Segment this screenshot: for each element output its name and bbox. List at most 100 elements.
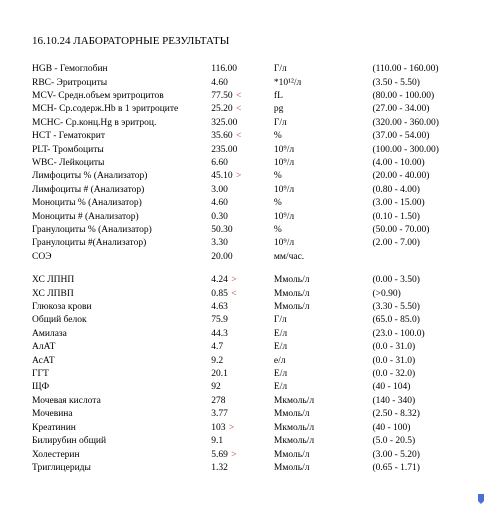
out-of-range-flag: >	[229, 450, 237, 460]
section-spacer	[32, 264, 480, 274]
analyte-value: 9.1	[211, 435, 274, 448]
analyte-range: (50.00 - 70.00)	[372, 224, 480, 237]
result-row: Креатинин103 >Мкмоль/л(40 - 100)	[32, 421, 480, 434]
result-row: ЩФ92Е/л(40 - 104)	[32, 381, 480, 394]
analyte-value: 25.20 <	[211, 103, 274, 116]
analyte-value: 325.00	[211, 116, 274, 129]
analyte-unit: Ммоль/л	[274, 462, 373, 475]
analyte-name: Глюкоза крови	[32, 301, 211, 314]
analyte-value: 4.60	[211, 197, 274, 210]
analyte-value: 4.7	[211, 341, 274, 354]
analyte-value: 116.00	[211, 63, 274, 76]
analyte-range: (37.00 - 54.00)	[372, 130, 480, 143]
result-row: MCHC- Ср.конц.Hg в эритроц.325.00Г/л(320…	[32, 116, 480, 129]
analyte-value: 9.2	[211, 354, 274, 367]
analyte-range: (5.0 - 20.5)	[372, 435, 480, 448]
result-row: Глюкоза крови4.63Ммоль/л(3.30 - 5.50)	[32, 301, 480, 314]
analyte-name: WBC- Лейкоциты	[32, 157, 211, 170]
analyte-name: HCT - Гематокрит	[32, 130, 211, 143]
analyte-value: 20.00	[211, 251, 274, 264]
result-row: СОЭ20.00мм/час.	[32, 251, 480, 264]
analyte-unit: Ммоль/л	[274, 448, 373, 461]
out-of-range-flag: >	[226, 423, 234, 433]
result-row: Билирубин общий9.1Мкмоль/л(5.0 - 20.5)	[32, 435, 480, 448]
result-row: HGB - Гемоглобин116.00Г/л(110.00 - 160.0…	[32, 63, 480, 76]
analyte-value: 45.10 >	[211, 170, 274, 183]
analyte-value: 50.30	[211, 224, 274, 237]
result-row: Моноциты % (Анализатор)4.60%(3.00 - 15.0…	[32, 197, 480, 210]
report-title: 16.10.24 ЛАБОРАТОРНЫЕ РЕЗУЛЬТАТЫ	[32, 34, 480, 49]
analyte-unit: Г/л	[274, 63, 373, 76]
analyte-name: RBC- Эритроциты	[32, 76, 211, 89]
analyte-name: MCV- Средн.объем эритроцитов	[32, 90, 211, 103]
analyte-range: (0.0 - 31.0)	[372, 341, 480, 354]
analyte-value: 0.85 <	[211, 287, 274, 300]
analyte-range: (0.80 - 4.00)	[372, 184, 480, 197]
analyte-value: 278	[211, 395, 274, 408]
analyte-value: 77.50 <	[211, 90, 274, 103]
result-row: MCH- Ср.содерж.Hb в 1 эритроците25.20 <p…	[32, 103, 480, 116]
analyte-value: 3.77	[211, 408, 274, 421]
analyte-unit: 10⁹/л	[274, 143, 373, 156]
analyte-unit: Ммоль/л	[274, 301, 373, 314]
analyte-name: ГГТ	[32, 368, 211, 381]
analyte-range: (100.00 - 300.00)	[372, 143, 480, 156]
analyte-range: (3.00 - 5.20)	[372, 448, 480, 461]
analyte-range: (2.00 - 7.00)	[372, 237, 480, 250]
analyte-value: 5.69 >	[211, 448, 274, 461]
analyte-value: 3.00	[211, 184, 274, 197]
analyte-range: (80.00 - 100.00)	[372, 90, 480, 103]
analyte-value: 3.30	[211, 237, 274, 250]
analyte-range: (4.00 - 10.00)	[372, 157, 480, 170]
out-of-range-flag: >	[234, 171, 242, 181]
analyte-unit: %	[274, 224, 373, 237]
out-of-range-flag: <	[229, 289, 237, 299]
result-row: Гранулоциты % (Анализатор)50.30%(50.00 -…	[32, 224, 480, 237]
analyte-range: (3.50 - 5.50)	[372, 76, 480, 89]
analyte-name: PLT- Тромбоциты	[32, 143, 211, 156]
analyte-unit: Г/л	[274, 314, 373, 327]
result-row: Моноциты # (Анализатор)0.3010⁹/л(0.10 - …	[32, 210, 480, 223]
result-row: ГГТ20.1Е/л(0.0 - 32.0)	[32, 368, 480, 381]
analyte-range: (3.00 - 15.00)	[372, 197, 480, 210]
analyte-range: (0.00 - 3.50)	[372, 274, 480, 287]
analyte-name: Холестерин	[32, 448, 211, 461]
result-row: Мочевая кислота278Мкмоль/л(140 - 340)	[32, 395, 480, 408]
analyte-range: (65.0 - 85.0)	[372, 314, 480, 327]
analyte-range: (>0.90)	[372, 287, 480, 300]
analyte-unit: 10⁹/л	[274, 210, 373, 223]
analyte-name: Амилаза	[32, 328, 211, 341]
analyte-value: 4.60	[211, 76, 274, 89]
analyte-value: 1.32	[211, 462, 274, 475]
result-row: MCV- Средн.объем эритроцитов77.50 <fL(80…	[32, 90, 480, 103]
result-row: ХС ЛПВП0.85 <Ммоль/л(>0.90)	[32, 287, 480, 300]
analyte-range: (27.00 - 34.00)	[372, 103, 480, 116]
analyte-unit: 10⁹/л	[274, 184, 373, 197]
result-row: Лимфоциты % (Анализатор)45.10 >%(20.00 -…	[32, 170, 480, 183]
analyte-unit: Е/л	[274, 341, 373, 354]
analyte-name: АлАТ	[32, 341, 211, 354]
analyte-value: 75.9	[211, 314, 274, 327]
result-row: Мочевина3.77Ммоль/л(2.50 - 8.32)	[32, 408, 480, 421]
analyte-unit: %	[274, 197, 373, 210]
analyte-value: 6.60	[211, 157, 274, 170]
analyte-name: Креатинин	[32, 421, 211, 434]
result-row: АлАТ4.7Е/л(0.0 - 31.0)	[32, 341, 480, 354]
analyte-value: 35.60 <	[211, 130, 274, 143]
analyte-range: (0.0 - 31.0)	[372, 354, 480, 367]
analyte-range: (40 - 100)	[372, 421, 480, 434]
analyte-range: (0.10 - 1.50)	[372, 210, 480, 223]
analyte-name: ХС ЛПНП	[32, 274, 211, 287]
out-of-range-flag: >	[229, 275, 237, 285]
analyte-range	[372, 251, 480, 264]
analyte-unit: Е/л	[274, 368, 373, 381]
lab-report-page: 16.10.24 ЛАБОРАТОРНЫЕ РЕЗУЛЬТАТЫ HGB - Г…	[0, 0, 500, 514]
analyte-value: 20.1	[211, 368, 274, 381]
analyte-value: 4.24 >	[211, 274, 274, 287]
analyte-unit: fL	[274, 90, 373, 103]
analyte-unit: е/л	[274, 354, 373, 367]
analyte-name: АсАТ	[32, 354, 211, 367]
result-row: PLT- Тромбоциты235.0010⁹/л(100.00 - 300.…	[32, 143, 480, 156]
result-row: Амилаза44.3Е/л(23.0 - 100.0)	[32, 328, 480, 341]
analyte-unit: %	[274, 170, 373, 183]
